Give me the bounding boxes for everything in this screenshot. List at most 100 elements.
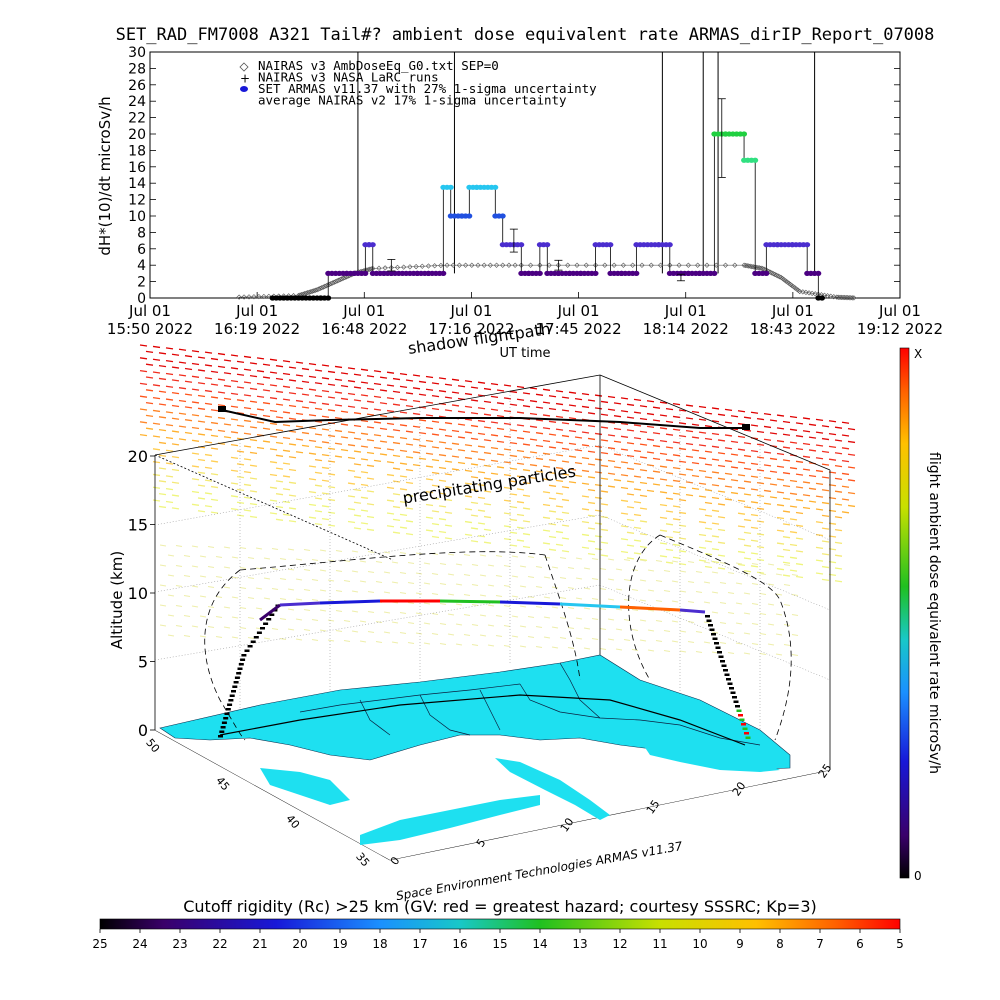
particle-dash <box>347 392 356 396</box>
particle-dash <box>750 501 759 504</box>
ascent-point <box>237 667 243 670</box>
particle-dash <box>353 450 362 453</box>
particle-dash <box>561 434 570 438</box>
particle-dash <box>210 498 219 501</box>
particle-dash <box>217 378 226 381</box>
particle-dash <box>139 369 148 373</box>
particle-dash <box>340 385 349 388</box>
particle-dash <box>405 520 414 523</box>
descent-point <box>730 691 736 694</box>
particle-dash <box>751 563 759 565</box>
armas-point <box>499 213 506 219</box>
particle-dash <box>415 632 423 635</box>
particle-dash <box>776 440 785 443</box>
particle-dash <box>171 417 180 420</box>
particle-dash <box>139 344 148 347</box>
particle-dash <box>791 574 799 576</box>
particle-dash <box>236 360 245 364</box>
particle-dash <box>583 627 591 630</box>
particle-dash <box>529 476 538 480</box>
particle-dash <box>782 459 791 462</box>
particle-dash <box>197 433 206 436</box>
particle-dash <box>511 615 519 618</box>
particle-dash <box>509 505 518 509</box>
nairas-point <box>266 293 272 299</box>
particle-dash <box>646 425 655 429</box>
particle-dash <box>646 400 655 403</box>
particle-dash <box>223 606 231 609</box>
particle-dash <box>483 426 492 429</box>
particle-dash <box>789 531 798 534</box>
particle-dash <box>555 518 564 521</box>
particle-dash <box>425 401 434 404</box>
particle-dash <box>756 417 765 421</box>
particle-dash <box>165 398 174 401</box>
particle-dash <box>207 606 215 608</box>
particle-dash <box>613 440 622 443</box>
particle-dash <box>791 594 799 596</box>
particle-dash <box>763 425 772 429</box>
grid-line <box>599 514 831 611</box>
particle-dash <box>447 553 455 556</box>
particle-dash <box>717 452 726 455</box>
particle-dash <box>519 605 527 608</box>
particle-dash <box>511 555 519 558</box>
box-top-front-left <box>154 454 394 561</box>
particle-dash <box>717 528 726 532</box>
nairas-point <box>741 262 747 268</box>
border-line <box>299 683 521 713</box>
particle-dash <box>594 445 603 448</box>
particle-dash <box>471 584 479 586</box>
particle-dash <box>769 496 778 499</box>
particle-dash <box>183 635 191 637</box>
particle-dash <box>223 397 232 401</box>
particle-dash <box>691 436 700 439</box>
x-tick-label-date: Jul 01 <box>235 302 278 320</box>
particle-dash <box>483 541 492 544</box>
particle-dash <box>711 407 720 410</box>
particle-dash <box>542 542 551 545</box>
particle-dash <box>239 587 247 589</box>
particle-dash <box>386 448 395 451</box>
ascent-point <box>250 640 256 643</box>
particle-dash <box>561 511 570 515</box>
particle-dash <box>152 409 161 413</box>
particle-dash <box>321 505 330 508</box>
particle-dash <box>191 414 200 417</box>
particle-dash <box>262 440 271 443</box>
particle-dash <box>165 372 174 376</box>
nairas-point <box>685 262 691 268</box>
particle-dash <box>351 550 359 553</box>
particle-dash <box>308 426 317 430</box>
particle-dash <box>815 457 824 460</box>
particle-dash <box>672 402 681 406</box>
descent-point <box>711 633 716 636</box>
particle-dash <box>639 558 648 561</box>
colorbar-bottom-tick-label: 20 <box>292 937 307 951</box>
particle-dash <box>269 422 278 425</box>
particle-dash <box>353 463 362 466</box>
particle-dash <box>672 454 681 457</box>
particle-dash <box>516 398 525 401</box>
particle-dash <box>197 369 206 372</box>
particle-dash <box>269 448 278 451</box>
particle-dash <box>204 479 213 482</box>
particle-dash <box>730 453 739 456</box>
particle-dash <box>321 453 330 457</box>
particle-dash <box>711 458 720 461</box>
particle-dash <box>236 386 245 389</box>
particle-dash <box>439 623 447 625</box>
particle-dash <box>633 539 642 542</box>
particle-dash <box>431 573 439 575</box>
particle-dash <box>184 367 193 371</box>
colorbar-bottom-tick-label: 10 <box>692 937 707 951</box>
particle-dash <box>600 516 609 519</box>
particle-dash <box>613 453 622 456</box>
particle-dash <box>529 412 538 416</box>
particle-dash <box>230 443 239 447</box>
x-tick-label-date: Jul 01 <box>878 302 921 320</box>
particle-dash <box>711 611 719 614</box>
particle-dash <box>789 492 798 495</box>
colorbar-bottom-tick-label: 23 <box>172 937 187 951</box>
particle-dash <box>301 393 310 396</box>
